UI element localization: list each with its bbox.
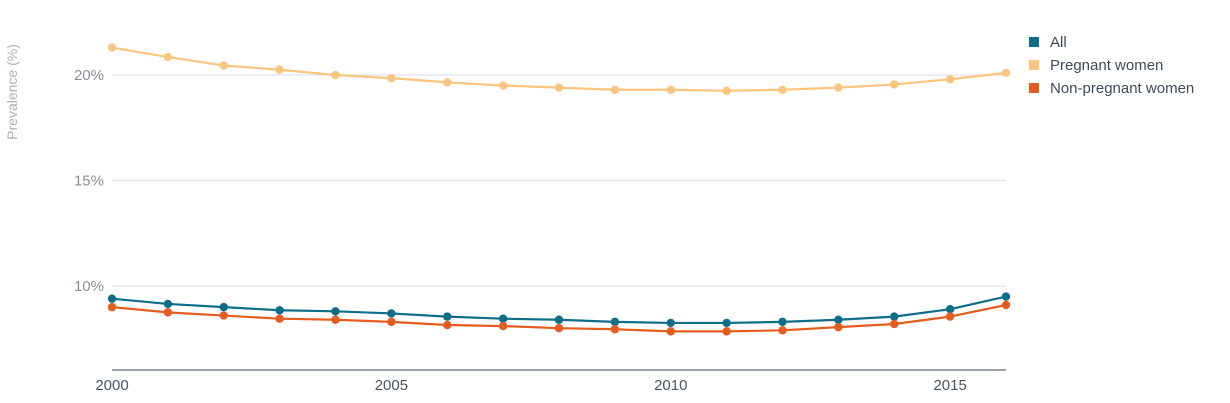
data-point-pregnant-women [443, 78, 452, 87]
data-point-pregnant-women [498, 81, 508, 90]
data-point-pregnant-women [834, 83, 843, 92]
legend-item-all[interactable]: All [1029, 34, 1067, 51]
y-tick-label: 15% [74, 173, 104, 190]
data-point-non-pregnant-women [107, 302, 117, 312]
data-point-all [275, 306, 284, 315]
legend-item-pregnant-women[interactable]: Pregnant women [1029, 57, 1163, 74]
data-point-non-pregnant-women [890, 319, 899, 329]
legend-item-non-pregnant-women[interactable]: Non-pregnant women [1029, 80, 1194, 97]
axes: 10% 15% 20% 2000 2005 2010 2015 [74, 67, 1006, 394]
data-point-non-pregnant-women [1001, 300, 1011, 310]
legend-swatch [1029, 83, 1039, 93]
series-non-pregnant-women [107, 300, 1011, 336]
data-point-non-pregnant-women [666, 327, 675, 336]
legend-label: Pregnant women [1050, 57, 1163, 74]
data-point-all [219, 302, 228, 312]
data-point-all [945, 305, 955, 314]
data-point-pregnant-women [666, 85, 675, 94]
series-all [107, 292, 1011, 328]
data-point-pregnant-women [1001, 68, 1011, 78]
y-axis-label: Prevalence (%) [4, 44, 20, 140]
data-point-non-pregnant-women [722, 327, 731, 336]
data-point-pregnant-women [722, 86, 731, 96]
data-point-non-pregnant-women [163, 308, 173, 317]
legend-label: Non-pregnant women [1050, 80, 1194, 97]
data-point-all [610, 317, 620, 327]
legend-label: All [1050, 34, 1067, 51]
data-point-non-pregnant-women [610, 325, 620, 334]
y-tick-label: 10% [74, 278, 104, 295]
data-point-pregnant-women [387, 73, 396, 83]
data-point-pregnant-women [331, 70, 340, 80]
data-point-non-pregnant-women [387, 317, 396, 327]
series-pregnant-women [107, 43, 1011, 96]
data-point-pregnant-women [778, 85, 787, 94]
data-point-all [890, 312, 899, 321]
data-point-non-pregnant-women [834, 322, 843, 332]
data-point-all [778, 317, 787, 327]
legend-swatch [1029, 37, 1039, 47]
legend-swatch [1029, 60, 1039, 70]
data-point-all [722, 318, 731, 328]
data-point-non-pregnant-women [498, 321, 508, 331]
data-point-pregnant-women [163, 52, 173, 62]
data-point-non-pregnant-women [219, 311, 228, 320]
data-point-all [666, 318, 675, 328]
data-point-pregnant-women [610, 85, 620, 94]
y-tick-label: 20% [74, 67, 104, 84]
data-point-pregnant-women [107, 43, 117, 52]
data-point-non-pregnant-women [778, 326, 787, 335]
data-point-all [331, 307, 340, 316]
series-lines [107, 43, 1011, 336]
data-point-non-pregnant-women [443, 320, 452, 330]
data-point-pregnant-women [945, 75, 955, 84]
x-tick-label: 2010 [654, 377, 687, 394]
data-point-non-pregnant-women [554, 324, 564, 333]
legend: All Pregnant women Non-pregnant women [1029, 34, 1194, 97]
data-point-pregnant-women [275, 65, 284, 74]
gridlines [112, 74, 1006, 287]
data-point-pregnant-women [219, 61, 228, 70]
data-point-all [834, 315, 843, 324]
data-point-all [107, 294, 117, 303]
data-point-non-pregnant-women [945, 312, 955, 321]
x-tick-label: 2000 [95, 377, 128, 394]
data-point-all [1001, 292, 1011, 301]
data-point-all [498, 314, 508, 323]
data-point-all [387, 309, 396, 318]
data-point-pregnant-women [890, 80, 899, 89]
data-point-non-pregnant-women [275, 314, 284, 323]
data-point-all [554, 315, 564, 324]
data-point-all [163, 299, 173, 309]
x-tick-label: 2015 [933, 377, 966, 394]
x-tick-label: 2005 [375, 377, 408, 394]
data-point-all [443, 312, 452, 321]
data-point-pregnant-women [554, 83, 564, 92]
data-point-non-pregnant-women [331, 315, 340, 324]
